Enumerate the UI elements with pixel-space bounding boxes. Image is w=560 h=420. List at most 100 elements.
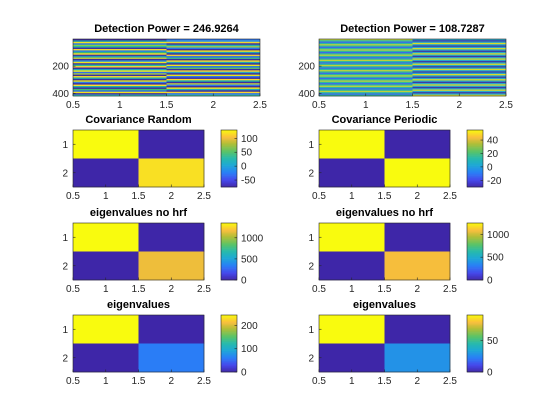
chart-title: Covariance Periodic [332, 114, 438, 126]
x-tick-label: 2.5 [253, 100, 267, 111]
x-tick-label: 0.5 [66, 376, 80, 387]
stripe-cell [412, 73, 506, 76]
stripe-cell [73, 84, 167, 87]
x-tick-label: 2.5 [443, 284, 457, 295]
stripe-cell [319, 57, 413, 59]
matrix-panel-5: eigenvalues 1 2 0.5 1 1.5 2 2.5 200 100 0 [62, 299, 258, 387]
stripe-cell [319, 90, 413, 93]
stripe-cell [73, 74, 167, 77]
colorbar-segment [467, 317, 483, 320]
stripe-cell [412, 75, 506, 77]
colorbar-segment [221, 138, 237, 141]
stripe-cell [73, 54, 167, 57]
matrix-cell [73, 251, 139, 281]
colorbar-segment [221, 275, 237, 278]
colorbar-segment [467, 357, 483, 360]
y-tick-label: 2 [62, 168, 68, 179]
colorbar-segment [467, 262, 483, 265]
colorbar-segment [221, 147, 237, 149]
stripe-cell [166, 40, 260, 43]
stripe-cell [166, 91, 260, 94]
colorbar-segment [467, 261, 483, 264]
stripe-cell [412, 49, 506, 51]
colorbar-segment [221, 352, 237, 354]
stripe-cell [166, 58, 260, 61]
y-tick-label: 1 [62, 325, 68, 336]
colorbar-segment [221, 171, 237, 174]
y-tick-label: 2 [62, 353, 68, 364]
colorbar-segment [221, 265, 237, 268]
colorbar-segment [467, 339, 483, 341]
colorbar-segment [467, 132, 483, 135]
colorbar-segment [221, 267, 237, 269]
colorbar-segment [467, 168, 483, 171]
x-tick-label: 2 [168, 284, 174, 295]
colorbar-segment [467, 145, 483, 148]
x-tick-label: 2 [168, 191, 174, 202]
colorbar-segment [467, 258, 483, 261]
colorbar-segment [221, 316, 237, 319]
stripe-cell [412, 71, 506, 73]
stripe-image [319, 39, 506, 97]
stripe-cell [412, 85, 506, 88]
stripe-cell [319, 63, 413, 66]
stripe-cell [166, 80, 260, 83]
stripe-cell [412, 81, 506, 84]
colorbar-segment [221, 159, 237, 162]
stripe-cell [73, 90, 167, 93]
stripe-cell [319, 42, 413, 45]
colorbar-segment [221, 340, 237, 343]
stripe-cell [73, 76, 167, 78]
colorbar-segment [221, 158, 237, 161]
colorbar-segment [467, 148, 483, 151]
stripe-cell [166, 90, 260, 93]
stripe-cell [73, 71, 167, 74]
colorbar-tick-label: 0 [241, 276, 247, 287]
colorbar-tick-label: 500 [241, 254, 258, 265]
colorbar-segment [467, 177, 483, 179]
colorbar-segment [467, 356, 483, 359]
colorbar-segment [467, 251, 483, 254]
colorbar-segment [467, 169, 483, 172]
colorbar-segment [467, 267, 483, 269]
colorbar-segment [221, 175, 237, 178]
matrix-cell [319, 315, 385, 344]
colorbar-segment [467, 332, 483, 334]
colorbar-segment [221, 350, 237, 353]
matrix-cell [73, 223, 139, 252]
colorbar-segment [221, 260, 237, 262]
stripe-cell [319, 86, 413, 89]
colorbar-tick-label: -20 [487, 176, 502, 187]
stripe-cell [412, 42, 506, 45]
colorbar-segment [467, 231, 483, 234]
colorbar-tick-label: 0 [241, 162, 247, 173]
colorbar-segment [467, 157, 483, 159]
colorbar-segment [221, 132, 237, 135]
colorbar-segment [221, 224, 237, 227]
colorbar-segment [221, 277, 237, 279]
y-tick-label: 1 [62, 140, 68, 151]
y-tick-label: 200 [52, 62, 69, 73]
stripe-cell [412, 66, 506, 68]
colorbar-segment [221, 178, 237, 181]
stripe-cell [166, 68, 260, 71]
stripe-cell [73, 58, 167, 61]
colorbar-segment [467, 352, 483, 354]
colorbar-segment [467, 152, 483, 155]
colorbar-segment [221, 343, 237, 346]
stripe-cell [166, 60, 260, 63]
colorbar-segment [467, 237, 483, 239]
stripe-cell [319, 77, 413, 80]
stripe-cell [319, 80, 413, 83]
colorbar-segment [221, 342, 237, 344]
stripe-cell [166, 87, 260, 90]
y-tick-label: 1 [308, 233, 314, 244]
colorbar-tick-label: 100 [241, 134, 258, 145]
stripe-cell [166, 43, 260, 45]
stripe-cell [319, 39, 413, 41]
colorbar-tick-label: 20 [487, 149, 499, 160]
colorbar-segment [221, 357, 237, 360]
stripe-cell [319, 88, 413, 90]
stripe-cell [166, 84, 260, 87]
stripe-cell [166, 41, 260, 44]
